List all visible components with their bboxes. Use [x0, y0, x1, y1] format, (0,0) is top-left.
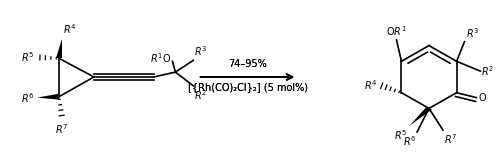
Text: $R^2$: $R^2$	[194, 88, 207, 102]
Polygon shape	[56, 39, 62, 58]
Text: [{Rh(CO)₂Cl}₂] (5 mol%): [{Rh(CO)₂Cl}₂] (5 mol%)	[188, 82, 308, 92]
Text: $R^1$O: $R^1$O	[150, 51, 172, 65]
Text: 74–95%: 74–95%	[228, 59, 267, 69]
Text: $R^3$: $R^3$	[466, 26, 479, 40]
Text: $R^4$: $R^4$	[364, 78, 378, 92]
Text: $R^7$: $R^7$	[444, 132, 457, 146]
Text: $R^3$: $R^3$	[194, 45, 207, 58]
Polygon shape	[409, 107, 432, 126]
Text: 74–95%: 74–95%	[228, 59, 267, 69]
Text: $R^4$: $R^4$	[63, 22, 76, 36]
Polygon shape	[37, 94, 59, 100]
Text: [{Rh(CO)₂Cl}₂] (5 mol%): [{Rh(CO)₂Cl}₂] (5 mol%)	[188, 82, 308, 92]
Text: $R^2$: $R^2$	[482, 64, 494, 78]
Text: O: O	[478, 93, 486, 103]
Text: O$R^1$: O$R^1$	[386, 24, 407, 38]
Text: $R^6$: $R^6$	[21, 91, 34, 105]
Text: $R^5$: $R^5$	[21, 51, 34, 64]
Text: $R^6$: $R^6$	[402, 134, 416, 148]
Text: $R^5$: $R^5$	[394, 128, 407, 142]
Text: $R^7$: $R^7$	[56, 122, 68, 136]
